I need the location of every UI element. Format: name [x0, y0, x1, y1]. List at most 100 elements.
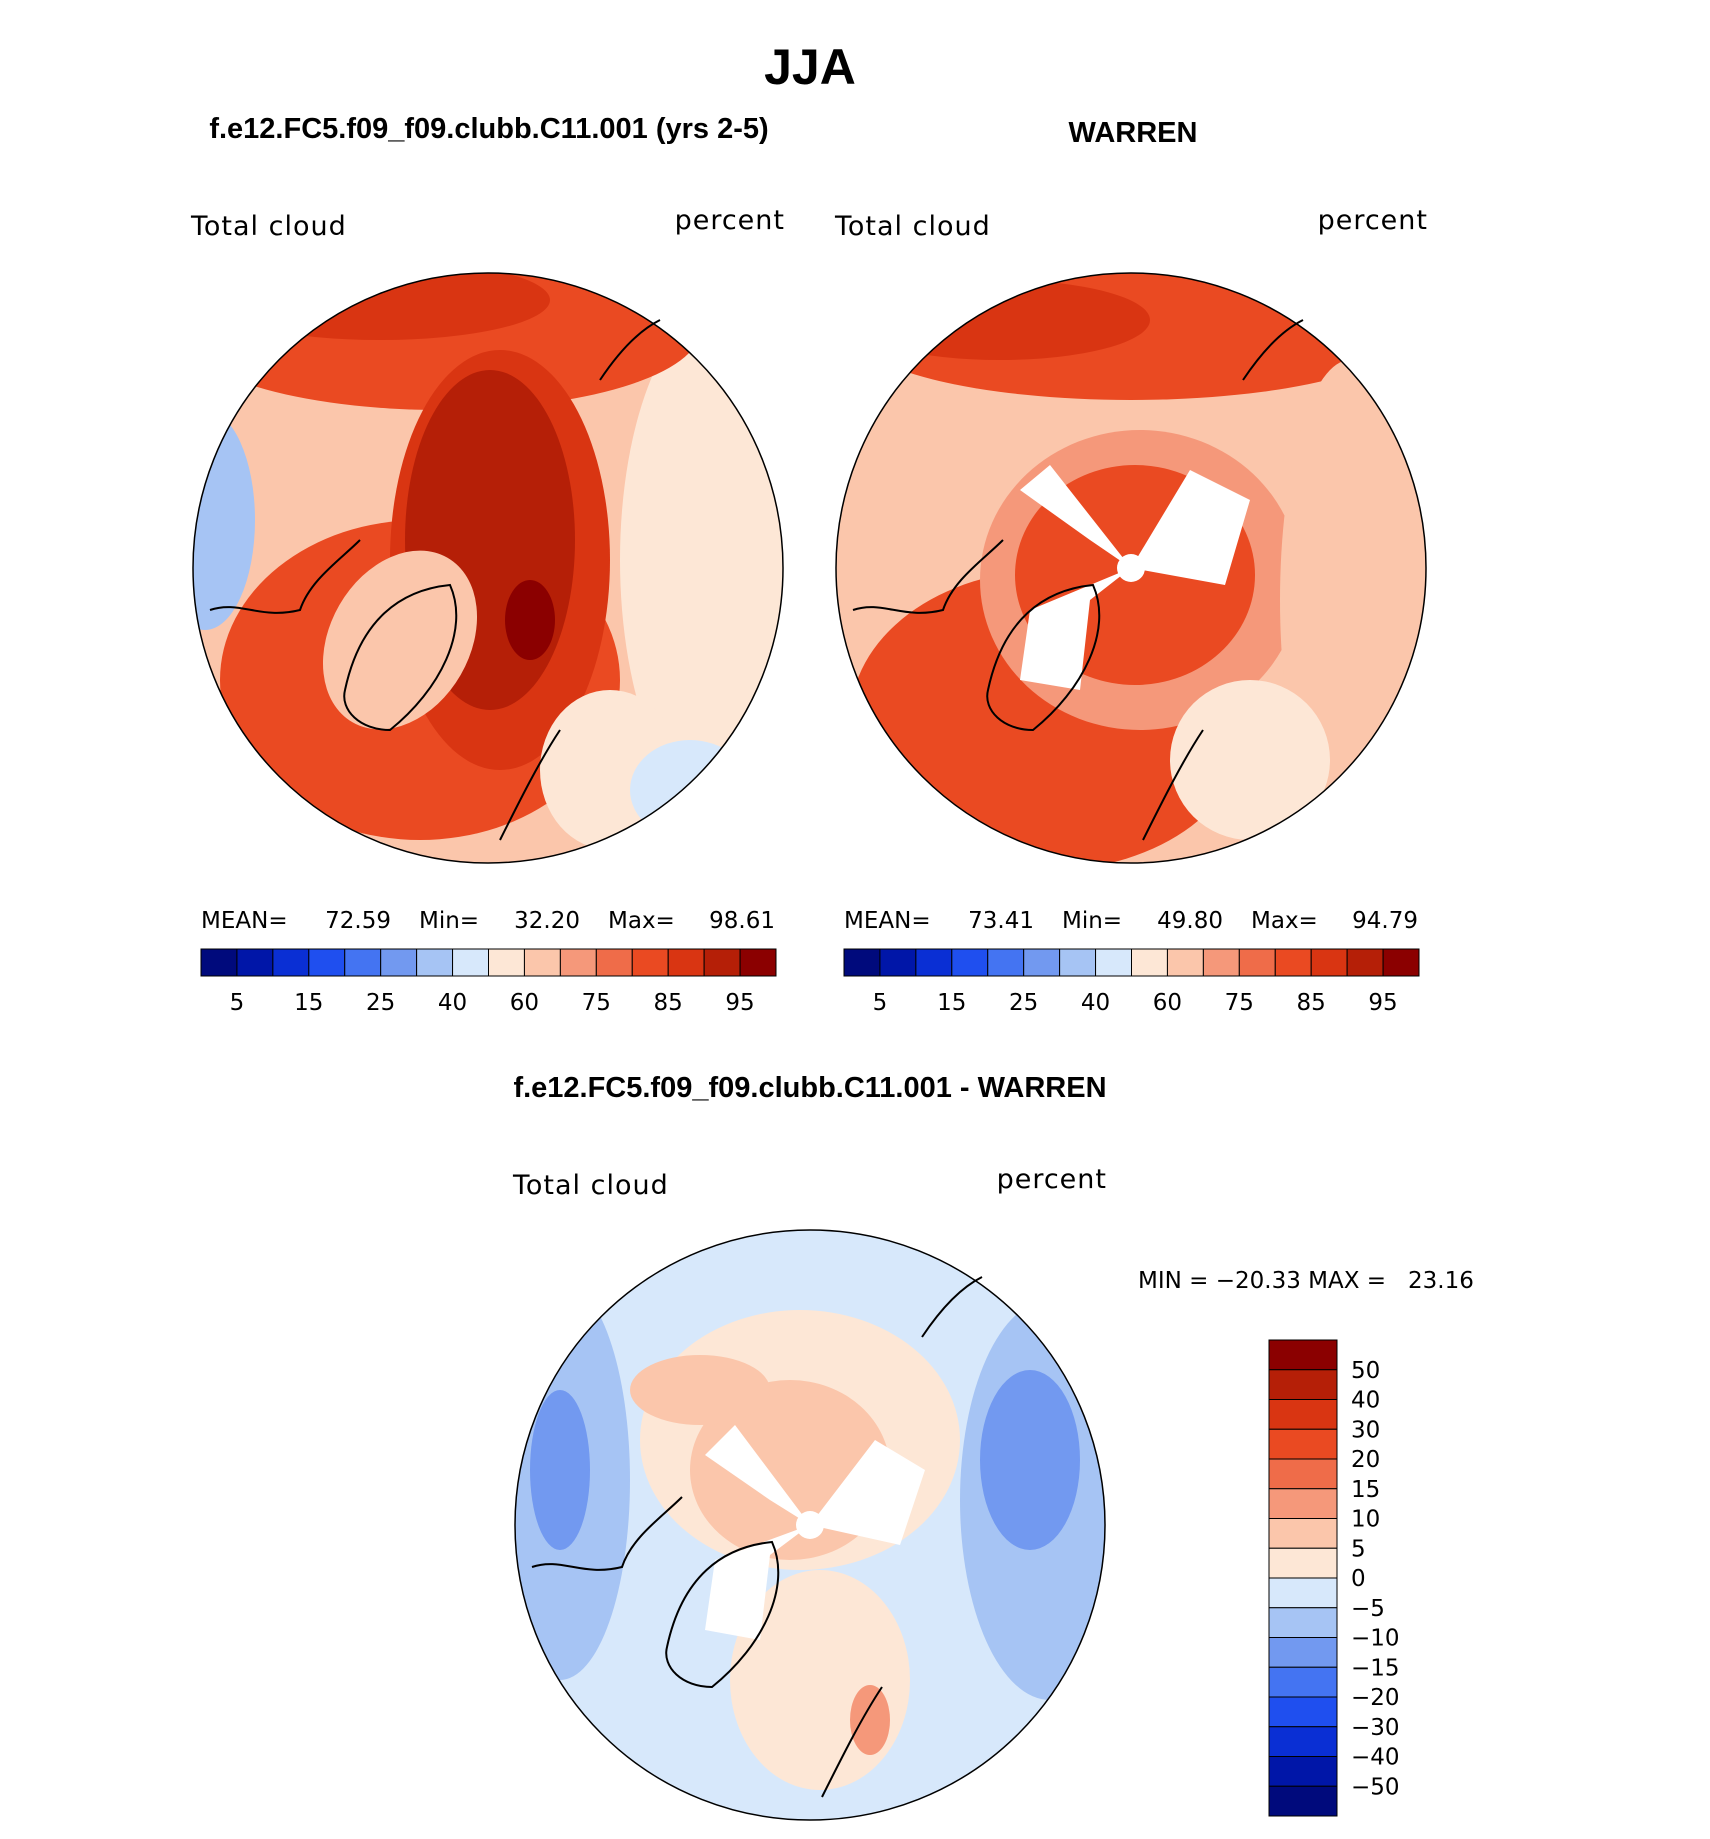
colorbar-label: 15 — [294, 990, 323, 1016]
colorbar-box — [1268, 1518, 1338, 1549]
colorbar-label: 20 — [1351, 1447, 1380, 1473]
units-label: percent — [997, 1164, 1107, 1195]
coastline — [343, 583, 458, 732]
stat: MEAN= — [844, 908, 931, 934]
stat: 49.80 — [1157, 908, 1223, 934]
colorbar-box — [1238, 948, 1276, 977]
variable-label: Total cloud — [190, 211, 347, 242]
colorbar-box — [236, 948, 274, 977]
stat: Min= — [419, 908, 479, 934]
colorbar-box — [1268, 1577, 1338, 1609]
colorbar-box — [1202, 948, 1240, 977]
colorbar-box — [1166, 948, 1204, 977]
colorbar-label: −30 — [1351, 1715, 1400, 1741]
colorbar-box — [416, 948, 454, 977]
colorbar-box — [1268, 1726, 1338, 1757]
colorbar-box — [1268, 1339, 1338, 1371]
colorbar-box — [1346, 948, 1384, 977]
stat: 94.79 — [1352, 908, 1418, 934]
map — [515, 1230, 1105, 1820]
colorbar-box — [667, 948, 705, 977]
stat: MEAN= — [201, 908, 288, 934]
coastline — [209, 319, 661, 841]
colorbar-label: 95 — [1368, 990, 1397, 1016]
colorbar-box — [344, 948, 382, 977]
colorbar-label: 10 — [1351, 1507, 1380, 1533]
colorbar-box — [1268, 1607, 1338, 1638]
map-border — [835, 272, 1427, 864]
colorbar-label: 75 — [582, 990, 611, 1016]
colorbar-box — [703, 948, 741, 977]
map-border — [192, 272, 784, 864]
colorbar-box — [915, 948, 953, 977]
colorbar-box — [272, 948, 310, 977]
colorbar-label: 40 — [1351, 1388, 1380, 1414]
colorbar-box — [452, 948, 489, 977]
coastline — [852, 319, 1304, 841]
colorbar-box — [631, 948, 669, 977]
min-max: MIN = −20.33 MAX = 23.16 — [1138, 1268, 1474, 1294]
colorbar-label: −15 — [1351, 1655, 1400, 1681]
colorbar-box — [879, 948, 917, 977]
colorbar-label: 5 — [1351, 1536, 1366, 1562]
coastline — [986, 583, 1101, 732]
colorbar-label: −50 — [1351, 1774, 1400, 1800]
stat: Max= — [1251, 908, 1318, 934]
colorbar-label: 85 — [1297, 990, 1326, 1016]
colorbar-box — [1059, 948, 1097, 977]
colorbar-box — [843, 948, 881, 977]
colorbar-label: 40 — [1081, 990, 1110, 1016]
colorbar-label: 25 — [366, 990, 395, 1016]
variable-label: Total cloud — [834, 211, 991, 242]
variable-label: Total cloud — [512, 1170, 669, 1201]
colorbar-box — [559, 948, 597, 977]
colorbar-label: 5 — [230, 990, 245, 1016]
colorbar-label: 85 — [654, 990, 683, 1016]
colorbar-box — [523, 948, 561, 977]
colorbar-label: 15 — [937, 990, 966, 1016]
units-label: percent — [1318, 205, 1428, 236]
colorbar-label: 40 — [438, 990, 467, 1016]
colorbar-label: 60 — [1153, 990, 1182, 1016]
colorbar-box — [1268, 1399, 1338, 1430]
colorbar-box — [595, 948, 633, 977]
colorbar-box — [1268, 1547, 1338, 1579]
colorbar-label: 0 — [1351, 1566, 1366, 1592]
stat: 32.20 — [514, 908, 580, 934]
colorbar-box — [200, 948, 238, 977]
coastline — [531, 1276, 983, 1798]
colorbar-box — [1310, 948, 1348, 977]
colorbar-label: −40 — [1351, 1745, 1400, 1771]
colorbar-label: 75 — [1225, 990, 1254, 1016]
stat: 72.59 — [325, 908, 391, 934]
colorbar-label: 60 — [510, 990, 539, 1016]
stat: Min= — [1062, 908, 1122, 934]
colorbar-box — [1268, 1488, 1338, 1519]
colorbar-label: 30 — [1351, 1417, 1380, 1443]
panel-title: f.e12.FC5.f09_f09.clubb.C11.001 (yrs 2-5… — [209, 113, 768, 145]
colorbar-box — [1268, 1666, 1338, 1698]
colorbar-box — [308, 948, 346, 977]
map — [193, 273, 783, 863]
colorbar-label: 95 — [725, 990, 754, 1016]
colorbar-box — [1131, 948, 1168, 977]
colorbar-box — [1268, 1696, 1338, 1728]
colorbar-box — [987, 948, 1025, 977]
colorbar-box — [488, 948, 525, 977]
colorbar-box — [951, 948, 989, 977]
colorbar-label: 5 — [873, 990, 888, 1016]
colorbar-label: 15 — [1351, 1477, 1380, 1503]
colorbar-box — [1095, 948, 1132, 977]
colorbar-label: 25 — [1009, 990, 1038, 1016]
panel-title: f.e12.FC5.f09_f09.clubb.C11.001 - WARREN — [513, 1072, 1106, 1104]
main-title: JJA — [764, 39, 856, 95]
colorbar-box — [1268, 1428, 1338, 1460]
stat: 73.41 — [968, 908, 1034, 934]
map-border — [514, 1229, 1106, 1821]
colorbar-box — [1268, 1756, 1338, 1787]
colorbar-box — [1274, 948, 1312, 977]
coastline — [665, 1540, 780, 1689]
colorbar-box — [1268, 1458, 1338, 1490]
colorbar-box — [1382, 948, 1420, 977]
